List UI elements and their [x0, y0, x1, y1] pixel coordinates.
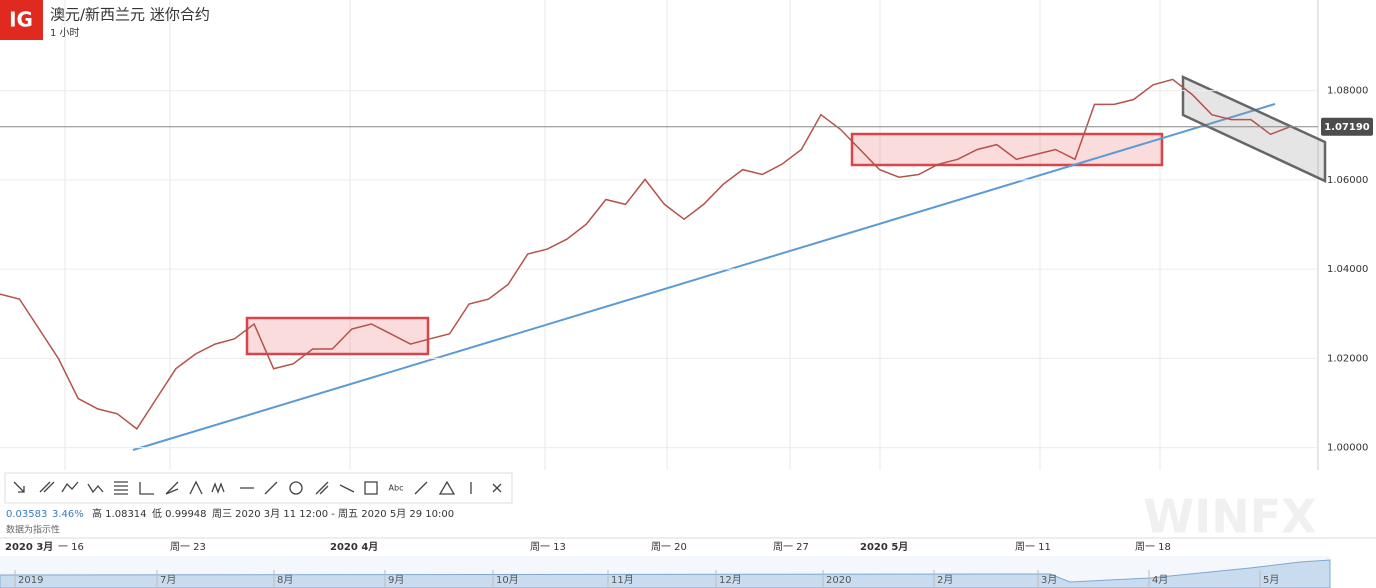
chart-subtitle: 1 小时	[50, 27, 80, 39]
time-label: 周一 27	[773, 541, 809, 553]
y-tick-label: 1.00000	[1327, 443, 1368, 454]
drawings	[132, 75, 1327, 451]
last-price-label: 1.07190	[1324, 122, 1370, 133]
navigator-label: 7月	[160, 574, 176, 586]
time-label: 2020 5月	[860, 541, 908, 553]
navigator-label: 2020	[826, 575, 851, 586]
info-low: 低 0.99948	[152, 507, 207, 520]
y-tick-label: 1.08000	[1327, 86, 1368, 97]
toolbar[interactable]: Abc	[4, 472, 513, 504]
navigator-area	[0, 559, 1331, 588]
info-high: 高 1.08314	[92, 507, 147, 520]
time-label: 周一 20	[651, 541, 687, 553]
time-label: 2020 4月	[330, 541, 378, 553]
time-label: 一 16	[58, 542, 84, 553]
logo: IG	[9, 8, 33, 32]
price-line	[0, 78, 1291, 430]
time-grid	[64, 0, 1161, 470]
y-tick-label: 1.02000	[1327, 353, 1368, 364]
chart-title: 澳元/新西兰元 迷你合约	[50, 6, 210, 24]
navigator-label: 10月	[496, 574, 519, 586]
y-tick-label: 1.04000	[1327, 264, 1368, 275]
navigator-label: 8月	[277, 574, 293, 586]
watermark: WINFX	[1143, 490, 1316, 544]
info-range: 周三 2020 3月 11 12:00 - 周五 2020 5月 29 10:0…	[212, 508, 454, 520]
y-tick-label: 1.06000	[1327, 175, 1368, 186]
svg-text:Abc: Abc	[389, 484, 404, 493]
navigator-label: 3月	[1041, 574, 1057, 586]
logo-box	[0, 0, 43, 40]
navigator-label: 12月	[719, 574, 742, 586]
info-note: 数据为指示性	[6, 524, 60, 536]
navigator-label: 2月	[937, 574, 953, 586]
time-label: 周一 23	[170, 541, 206, 553]
info-change: 0.03583	[6, 509, 47, 520]
navigator-label: 4月	[1152, 574, 1168, 586]
navigator-label: 5月	[1263, 574, 1279, 586]
time-label: 周一 13	[530, 541, 566, 553]
navigator-label: 11月	[611, 574, 634, 586]
info-change-pct: 3.46%	[52, 509, 84, 520]
navigator-label: 2019	[18, 575, 43, 586]
navigator-label: 9月	[388, 574, 404, 586]
time-label: 周一 11	[1015, 541, 1051, 553]
last-price-box	[1321, 117, 1373, 136]
time-label: 周一 18	[1135, 541, 1171, 553]
time-label: 2020 3月	[5, 541, 53, 553]
